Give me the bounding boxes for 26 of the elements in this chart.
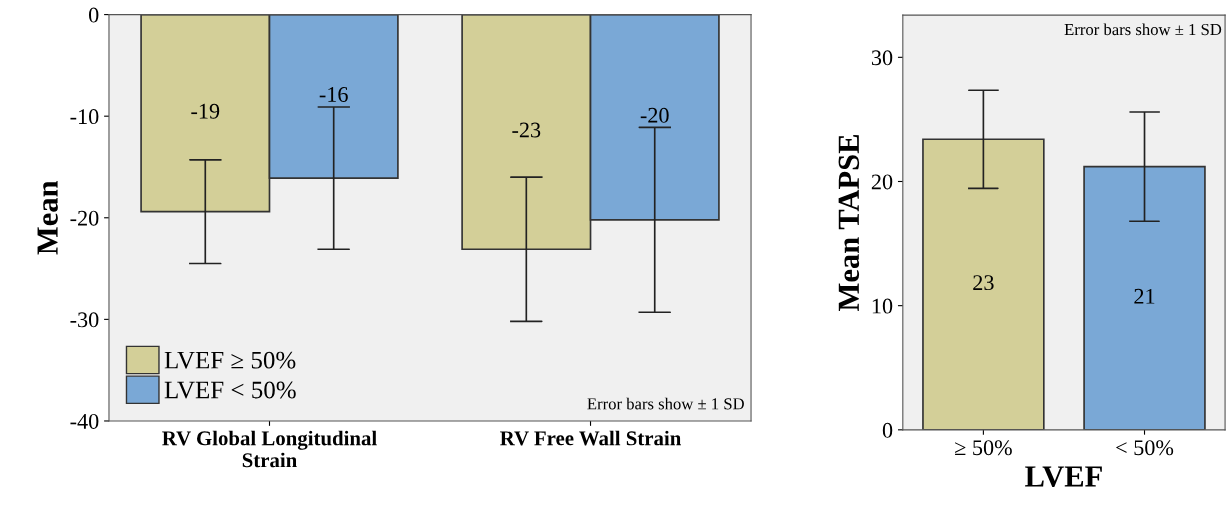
y-tick-label: 20: [871, 174, 893, 190]
x-tick-label: < 50%: [1116, 440, 1174, 456]
data-label: 23: [973, 275, 994, 291]
legend-label: LVEF ≥ 50%: [164, 351, 296, 369]
x-axis-title: LVEF: [1025, 466, 1102, 487]
x-tick-label: RV Global Longitudinal Strain: [162, 430, 377, 468]
y-tick-label: -10: [70, 109, 99, 125]
x-tick-label: ≥ 50%: [955, 440, 1012, 456]
data-label: -20: [640, 107, 669, 123]
data-label: -16: [319, 87, 348, 102]
y-tick-label: -30: [70, 312, 99, 328]
data-label: -23: [512, 122, 541, 138]
y-axis-title: Mean TAPSE: [838, 135, 860, 311]
legend-label: LVEF < 50%: [164, 381, 296, 399]
data-label: -19: [191, 103, 220, 119]
y-tick-label: -20: [70, 210, 99, 226]
annotation: Error bars show ± 1 SD: [587, 397, 744, 410]
y-axis-title: Mean: [37, 180, 58, 255]
y-tick-label: 0: [88, 7, 99, 23]
y-tick-label: -40: [70, 413, 99, 429]
data-label: 21: [1134, 288, 1155, 304]
y-tick-label: 10: [872, 298, 893, 314]
x-tick-label: RV Free Wall Strain: [500, 430, 682, 446]
y-tick-label: 30: [871, 50, 893, 66]
y-tick-label: 0: [882, 422, 893, 438]
annotation: Error bars show ± 1 SD: [1064, 23, 1222, 36]
